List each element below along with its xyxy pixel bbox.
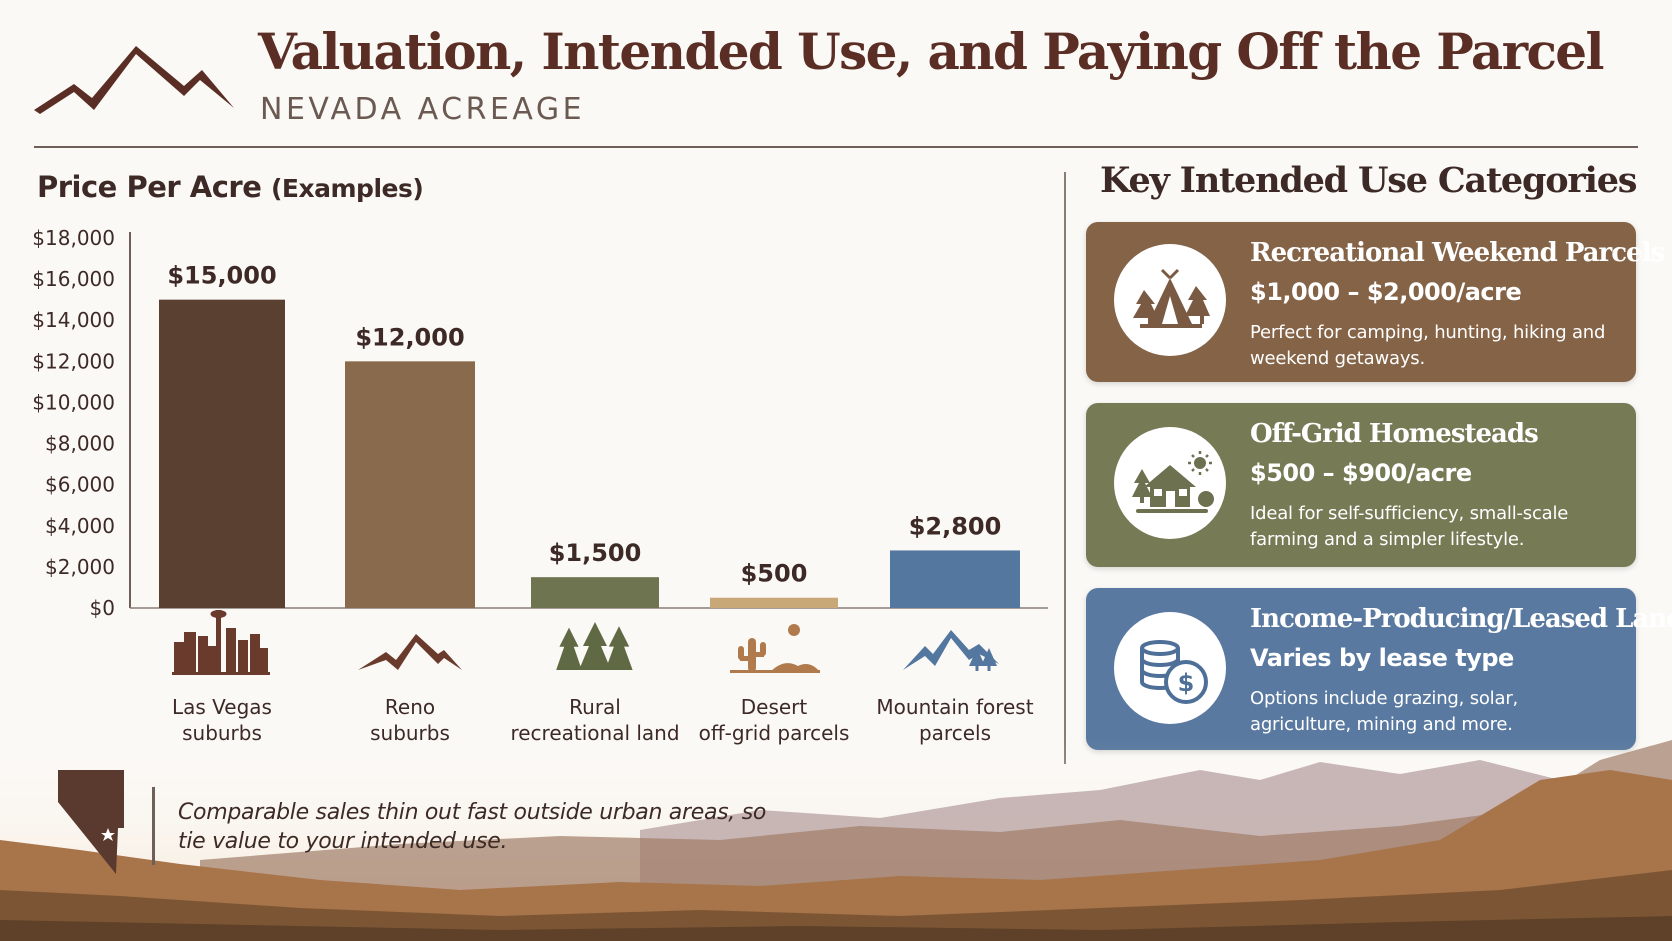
y-tick-label: $2,000: [45, 555, 115, 579]
card-price: Varies by lease type: [1250, 644, 1514, 672]
mountain-logo-icon: [34, 46, 234, 114]
desert-cactus-icon: [730, 624, 820, 673]
category-label: Reno: [385, 695, 435, 719]
category-icons: [172, 610, 999, 675]
bar-data-label: $2,800: [909, 512, 1002, 540]
categories-heading: Key Intended Use Categories: [1100, 160, 1638, 201]
card-title: Income-Producing/Leased Land: [1250, 604, 1672, 634]
header-divider: [34, 146, 1638, 148]
page-title: Valuation, Intended Use, and Paying Off …: [258, 22, 1605, 81]
card-income-producing: $ Income-Producing/Leased Land Varies by…: [1086, 588, 1672, 750]
note-text: sales thin out fast outside urban areas,…: [178, 800, 767, 854]
card-off-grid-homesteads: Off-Grid Homesteads $500 – $900/acre Ide…: [1086, 403, 1636, 567]
chart-title-suffix: (Examples): [271, 174, 424, 203]
bar: [890, 550, 1020, 608]
card-title: Off-Grid Homesteads: [1250, 419, 1539, 449]
bar: [710, 597, 838, 608]
coins-dollar-icon: $: [1114, 612, 1226, 724]
homestead-icon: [1114, 427, 1226, 539]
category-label: Rural: [569, 695, 621, 719]
card-description: Ideal for self-sufficiency, small-scale …: [1250, 503, 1569, 550]
y-tick-label: $16,000: [32, 267, 115, 291]
y-axis: $0 $2,000 $4,000 $6,000 $8,000 $10,000 $12,000…: [32, 226, 1048, 620]
card-title: Recreational Weekend Parcels: [1250, 238, 1665, 268]
bar: [345, 361, 475, 608]
category-label: Mountain forest: [876, 695, 1033, 719]
y-tick-label: $0: [90, 596, 115, 620]
nevada-state-icon: [58, 770, 124, 874]
chart-title: Price Per Acre (Examples): [37, 170, 424, 204]
bar-data-label: $500: [741, 560, 808, 588]
svg-text:$: $: [1178, 669, 1195, 697]
y-tick-label: $12,000: [32, 349, 115, 373]
bars: $15,000 $12,000 $1,500 $500 $2,800: [159, 262, 1020, 608]
mountain-forest-icon: [903, 630, 999, 671]
price-per-acre-chart: $0 $2,000 $4,000 $6,000 $8,000 $10,000 $12,000…: [32, 226, 1048, 745]
y-tick-label: $10,000: [32, 390, 115, 414]
bar: [159, 299, 285, 608]
y-tick-label: $4,000: [45, 514, 115, 538]
y-tick-label: $18,000: [32, 226, 115, 250]
category-labels: Las VegassuburbsRenosuburbsRuralrecreati…: [172, 695, 1034, 745]
card-description: Options include grazing, solar, agricult…: [1250, 688, 1519, 735]
card-recreational-weekend: Recreational Weekend Parcels $1,000 – $2…: [1086, 222, 1665, 382]
pine-trees-icon: [556, 622, 633, 670]
bar-data-label: $1,500: [549, 539, 642, 567]
y-tick-label: $6,000: [45, 473, 115, 497]
page-subtitle: NEVADA ACREAGE: [260, 92, 586, 127]
category-label: Desert: [741, 695, 808, 719]
bar-data-label: $15,000: [167, 262, 276, 290]
card-price: $500 – $900/acre: [1250, 459, 1472, 487]
chart-title-main: Price Per Acre: [37, 170, 262, 204]
mountain-icon: [358, 634, 462, 670]
tent-trees-icon: [1114, 244, 1226, 356]
note-divider: [152, 787, 155, 865]
bar-data-label: $12,000: [355, 323, 464, 351]
desert-landscape-image: [0, 740, 1672, 941]
bar: [531, 577, 659, 608]
card-price: $1,000 – $2,000/acre: [1250, 278, 1522, 306]
y-tick-label: $8,000: [45, 432, 115, 456]
section-divider: [1064, 172, 1066, 764]
category-label: Las Vegas: [172, 695, 272, 719]
note-emphasis: Comparable: [178, 800, 309, 825]
footer-note: Comparable sales thin out fast outside u…: [178, 798, 778, 856]
y-tick-label: $14,000: [32, 308, 115, 332]
city-skyline-icon: [172, 610, 270, 675]
card-description: Perfect for camping, hunting, hiking and…: [1250, 322, 1606, 369]
